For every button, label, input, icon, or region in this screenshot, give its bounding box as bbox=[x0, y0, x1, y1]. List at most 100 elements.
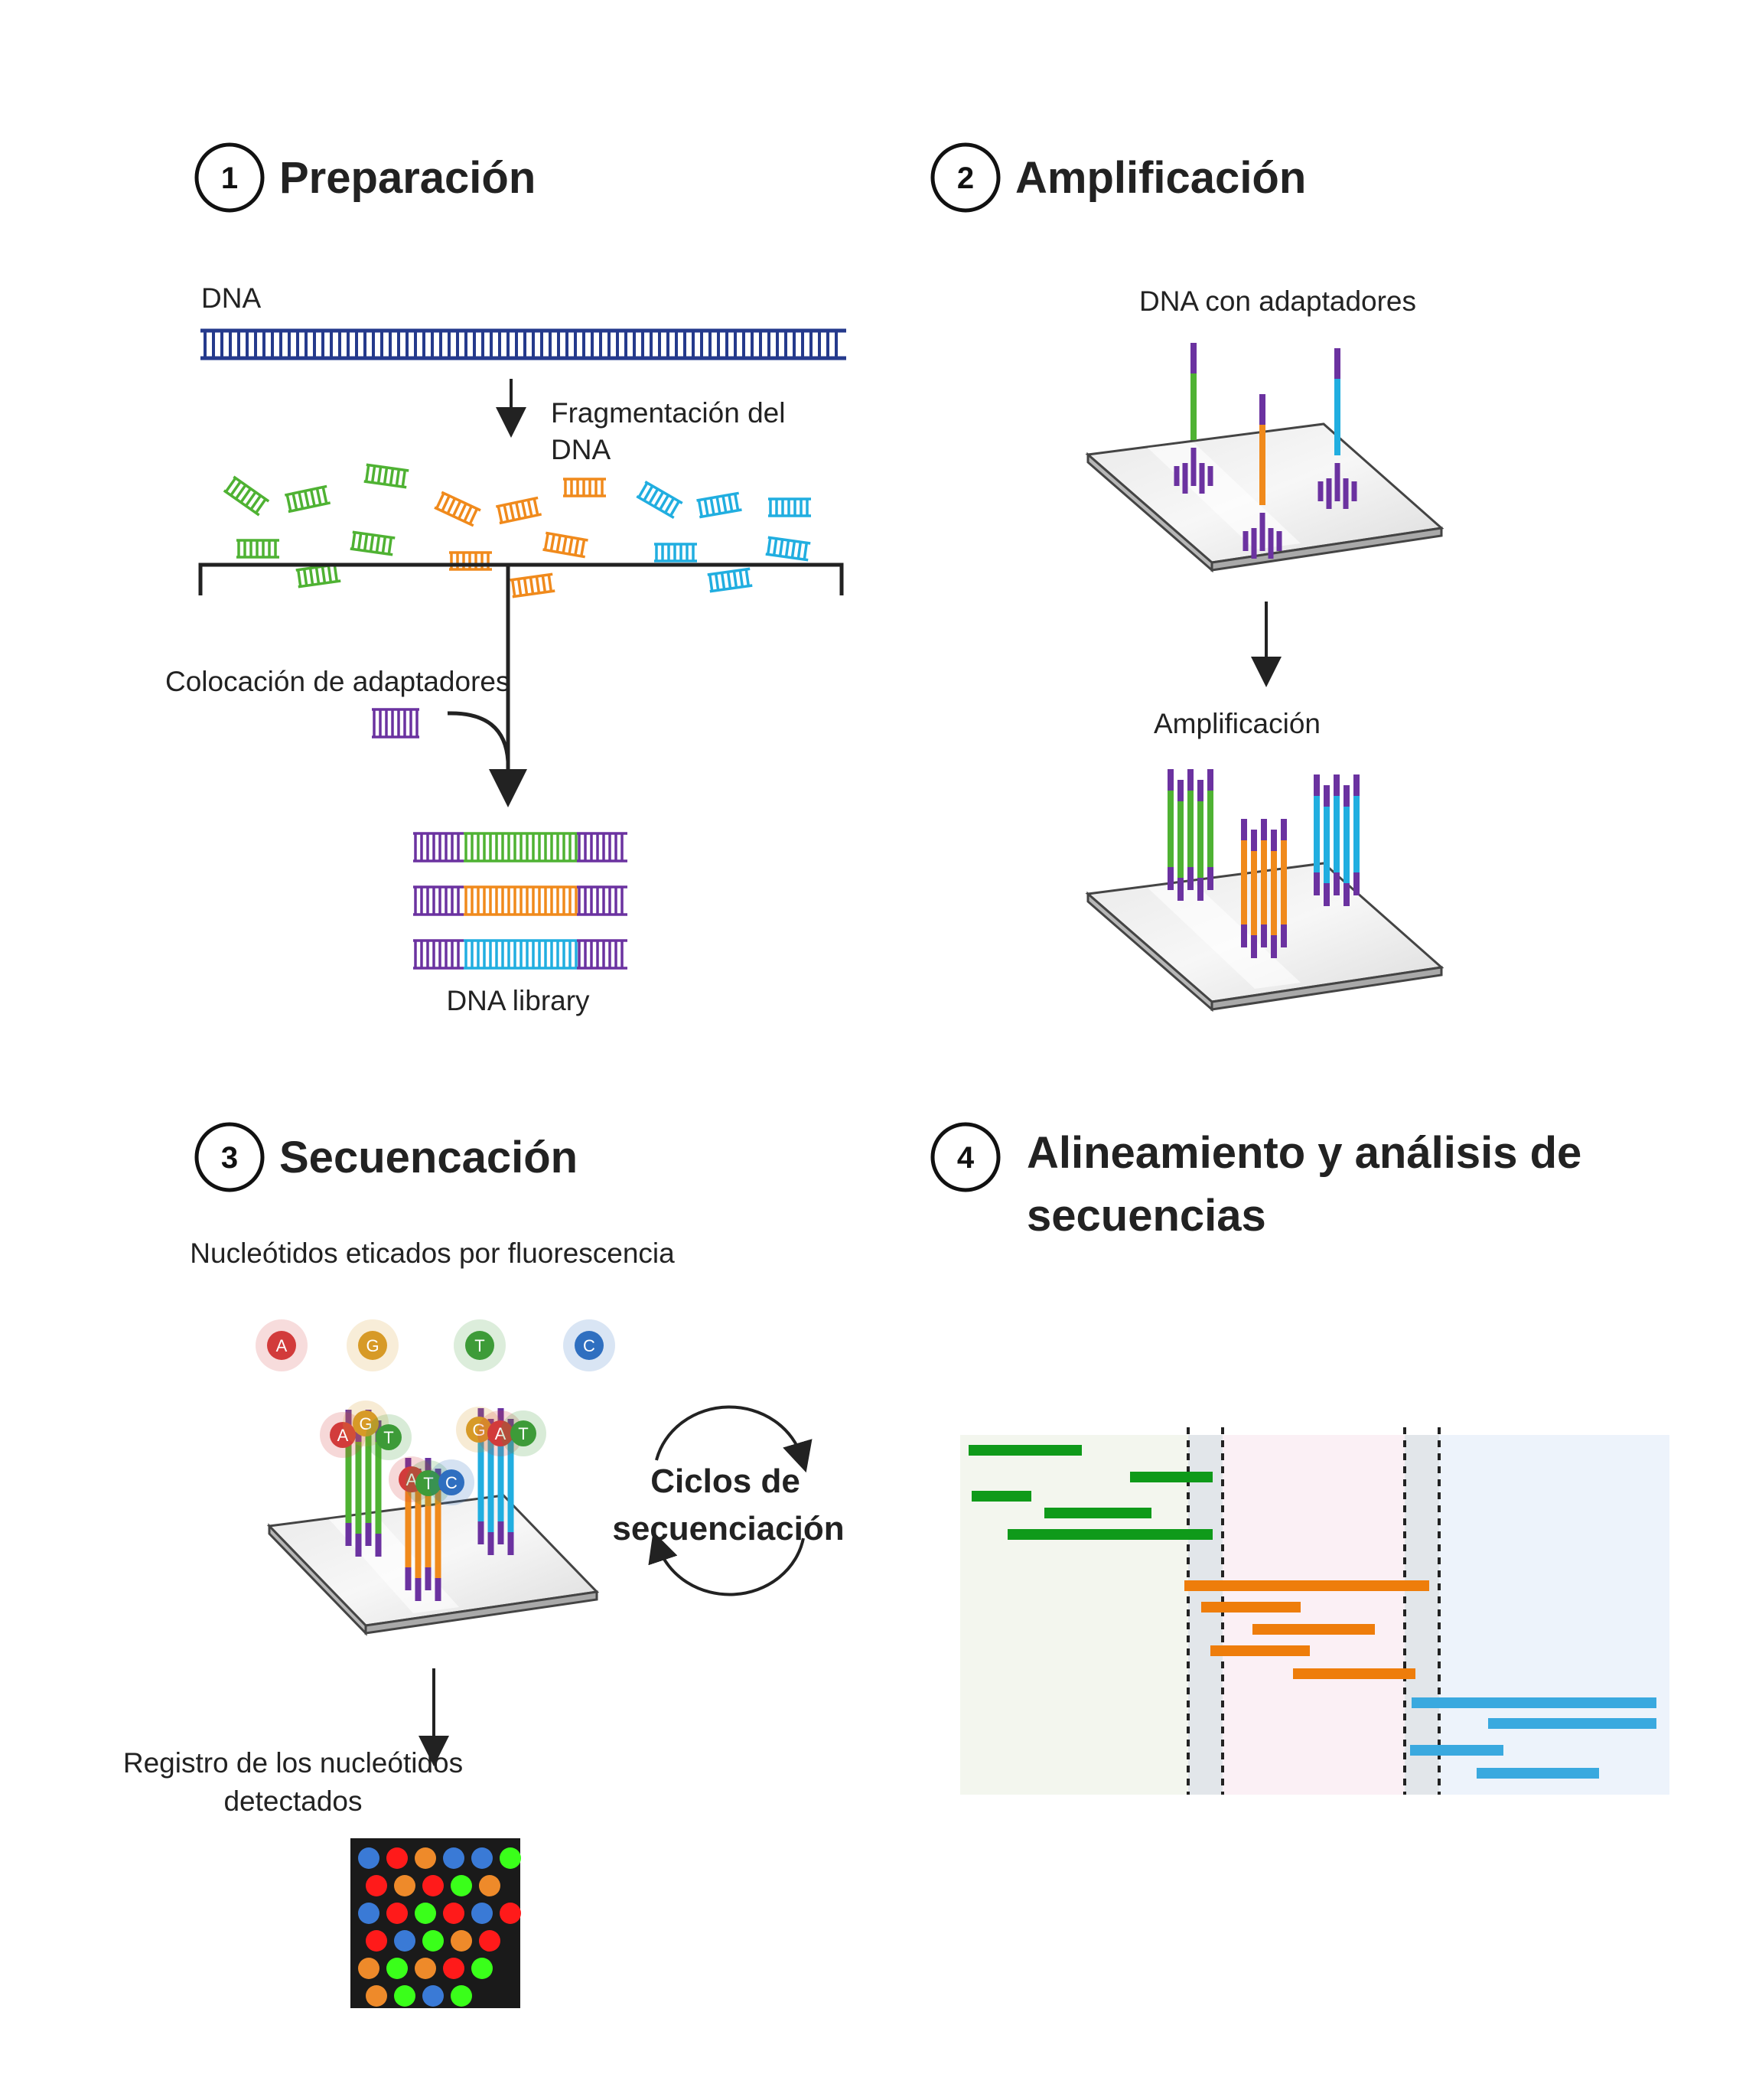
sequence-read bbox=[1412, 1697, 1656, 1708]
alignment-region-green bbox=[960, 1435, 1188, 1795]
detected-spot bbox=[394, 1930, 415, 1952]
step-1-number: 1 bbox=[221, 161, 238, 195]
detected-spot bbox=[500, 1903, 521, 1924]
alignment-overlap-2 bbox=[1405, 1435, 1439, 1795]
detected-spot bbox=[500, 1847, 521, 1869]
anchor-strand bbox=[1207, 466, 1213, 486]
detected-spot bbox=[386, 1847, 408, 1869]
sequence-read bbox=[1201, 1602, 1301, 1612]
nucleotide-bead: T bbox=[405, 1460, 451, 1506]
dna-fragment bbox=[350, 530, 396, 556]
detected-spot bbox=[451, 1930, 472, 1952]
detected-spot bbox=[415, 1903, 436, 1924]
svg-text:C: C bbox=[583, 1336, 595, 1355]
dna-fragment bbox=[542, 531, 588, 559]
detected-spot bbox=[443, 1958, 464, 1979]
cluster-green bbox=[1168, 769, 1213, 901]
detected-spot bbox=[451, 1875, 472, 1896]
adapter-icon bbox=[372, 708, 419, 739]
detected-spot bbox=[479, 1875, 500, 1896]
anchor-strand bbox=[1343, 478, 1349, 509]
alignment-overlap-1 bbox=[1188, 1435, 1223, 1795]
sequence-read bbox=[1210, 1645, 1310, 1656]
anchor-strand bbox=[1317, 481, 1324, 501]
cluster-strand bbox=[1344, 785, 1350, 906]
adapter-strand bbox=[1174, 343, 1213, 494]
alignment-region-blue bbox=[1405, 1435, 1669, 1795]
detected-spot bbox=[471, 1847, 493, 1869]
library-fragment bbox=[413, 832, 627, 862]
detected-spot bbox=[386, 1903, 408, 1924]
detected-spot bbox=[443, 1903, 464, 1924]
step-2-header: 2 Amplificación bbox=[930, 142, 1306, 213]
detected-spot bbox=[415, 1958, 436, 1979]
anchor-strand bbox=[1251, 528, 1257, 559]
detected-spot bbox=[358, 1958, 379, 1979]
dna-library-label: DNA library bbox=[446, 985, 590, 1016]
svg-text:T: T bbox=[474, 1336, 484, 1355]
svg-text:T: T bbox=[383, 1428, 393, 1447]
dna-fragment bbox=[768, 497, 811, 517]
adapter-join-curve bbox=[447, 711, 510, 762]
sequence-read bbox=[1008, 1529, 1213, 1540]
cluster-strand bbox=[1353, 774, 1360, 895]
anchor-strand bbox=[1174, 466, 1180, 486]
fluorescent-nucleotides-label: Nucleótidos eticados por fluorescencia bbox=[190, 1238, 675, 1269]
detected-spot bbox=[451, 1985, 472, 2007]
sequencing-cycles-label-line-2: secuenciación bbox=[612, 1510, 844, 1547]
dna-with-adapters-label: DNA con adaptadores bbox=[1139, 285, 1416, 317]
dna-fragment bbox=[434, 491, 481, 527]
sequence-read bbox=[1293, 1668, 1415, 1679]
sequence-read bbox=[1488, 1718, 1656, 1729]
nucleotide-legend: A G T C bbox=[256, 1319, 615, 1371]
step-1-title: Preparación bbox=[279, 153, 536, 203]
nucleotide-g: G bbox=[347, 1319, 399, 1371]
library-fragment bbox=[413, 885, 627, 916]
nucleotide-t: T bbox=[454, 1319, 506, 1371]
adapter-strands bbox=[1174, 343, 1357, 559]
cluster-strand bbox=[1324, 785, 1330, 906]
step-4-header: 4 Alineamiento y análisis de secuencias bbox=[930, 1122, 1581, 1241]
detected-spot bbox=[366, 1930, 387, 1952]
cluster-strand bbox=[1251, 830, 1257, 958]
nucleotide-a: A bbox=[256, 1319, 308, 1371]
dna-fragment bbox=[654, 543, 697, 562]
step-4-number-badge bbox=[930, 1122, 1001, 1192]
svg-text:G: G bbox=[472, 1420, 485, 1440]
dna-fragment bbox=[696, 491, 742, 519]
step-4-number: 4 bbox=[957, 1141, 975, 1175]
detected-spot bbox=[443, 1847, 464, 1869]
record-label-line-1: Registro de los nucleótidos bbox=[123, 1747, 463, 1779]
cluster-strand bbox=[1197, 780, 1203, 901]
dna-fragment bbox=[765, 536, 811, 562]
cluster-strand bbox=[425, 1458, 432, 1590]
dna-fragment bbox=[284, 484, 331, 514]
step-2-number: 2 bbox=[957, 161, 974, 195]
detected-spot bbox=[471, 1958, 493, 1979]
aligned-reads bbox=[969, 1445, 1656, 1779]
anchor-strand bbox=[1243, 531, 1249, 551]
nucleotide-c: C bbox=[563, 1319, 615, 1371]
library-fragment bbox=[413, 939, 627, 970]
dna-fragment bbox=[236, 539, 279, 559]
record-label-line-2: detectados bbox=[223, 1785, 362, 1817]
sequencing-panel: Nucleótidos eticados por fluorescencia A… bbox=[123, 1238, 845, 2008]
sequence-read bbox=[1184, 1580, 1429, 1591]
detected-nucleotides-image bbox=[350, 1838, 521, 2008]
detected-spot bbox=[422, 1875, 444, 1896]
dna-fragments bbox=[223, 463, 811, 598]
svg-text:A: A bbox=[406, 1470, 418, 1489]
sequence-read bbox=[972, 1491, 1031, 1502]
alignment-panel bbox=[960, 1427, 1669, 1795]
detected-spot bbox=[394, 1985, 415, 2007]
cluster-strand bbox=[1241, 819, 1247, 947]
detected-spot bbox=[415, 1847, 436, 1869]
anchor-strand bbox=[1190, 448, 1197, 486]
step-1-header: 1 Preparación bbox=[194, 142, 536, 213]
cluster-strand bbox=[1334, 774, 1340, 895]
nucleotide-bead: T bbox=[366, 1414, 412, 1460]
dna-fragment bbox=[295, 562, 341, 589]
detected-spot bbox=[366, 1985, 387, 2007]
detected-spot bbox=[366, 1875, 387, 1896]
